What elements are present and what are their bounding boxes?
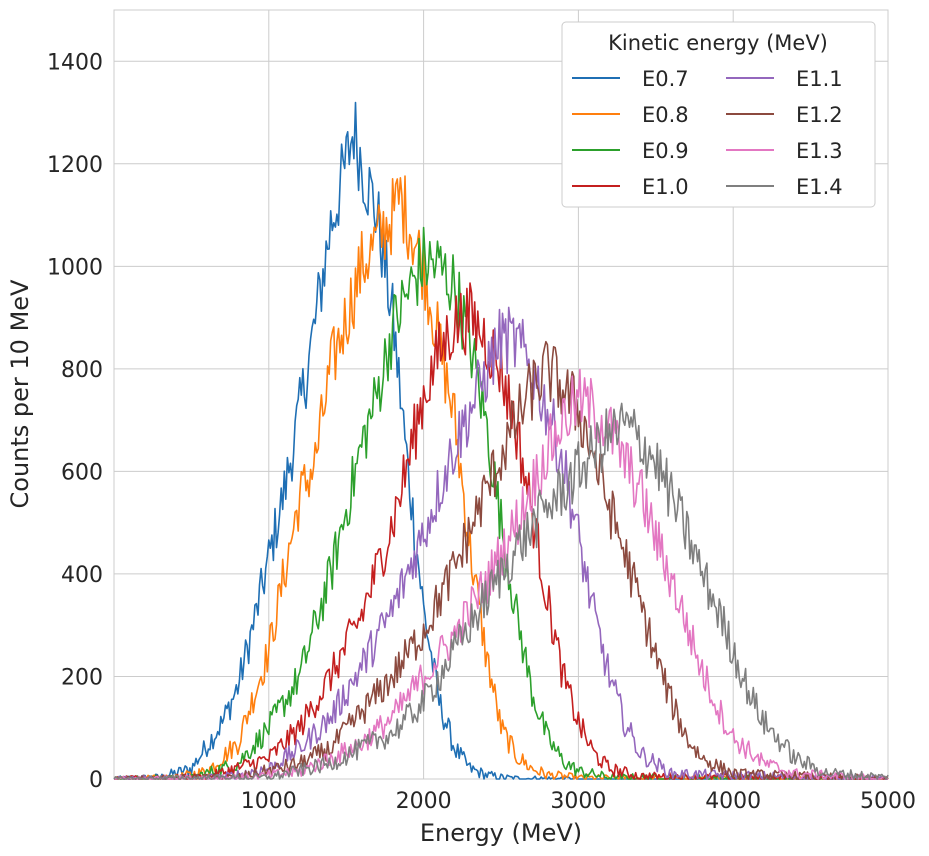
legend-label: E0.7 (642, 67, 689, 91)
y-tick-label: 1400 (47, 50, 103, 75)
x-tick-label: 2000 (396, 789, 452, 814)
y-tick-label: 600 (61, 460, 103, 485)
legend-label: E0.9 (642, 139, 689, 163)
y-tick-label: 1000 (47, 255, 103, 280)
series-line-e1-1 (113, 306, 888, 780)
y-axis-label: Counts per 10 MeV (6, 279, 34, 509)
legend-title: Kinetic energy (MeV) (608, 31, 828, 55)
series-line-e1-3 (114, 368, 889, 780)
series-line-e1-4 (113, 402, 889, 780)
x-tick-label: 5000 (860, 789, 916, 814)
legend-label: E1.1 (796, 67, 843, 91)
y-tick-label: 200 (61, 665, 103, 690)
plot-area (113, 9, 889, 780)
y-tick-label: 1200 (47, 153, 103, 178)
x-tick-label: 1000 (241, 789, 297, 814)
legend-label: E1.3 (796, 139, 843, 163)
series-lines (113, 101, 889, 780)
legend-label: E1.0 (642, 175, 689, 199)
y-tick-label: 400 (61, 563, 103, 588)
series-line-e0-9 (114, 226, 889, 780)
legend-box (561, 21, 876, 208)
legend-label: E1.2 (796, 103, 843, 127)
y-tick-label: 800 (61, 358, 103, 383)
y-tick-label: 0 (89, 768, 103, 793)
x-tick-label: 3000 (550, 789, 606, 814)
legend-label: E1.4 (796, 175, 843, 199)
tick-labels: 1000 2000 3000 4000 5000 0 200 400 600 800 1000 120… (47, 50, 916, 814)
legend: Kinetic energy (MeV) E0.7 E0.8 E0.9 E1.0 E1.… (561, 21, 876, 208)
x-tick-label: 4000 (705, 789, 761, 814)
legend-label: E0.8 (642, 103, 689, 127)
legend-items: E0.7 E0.8 E0.9 E1.0 E1.1 E1.2 E1.3 E1.4 (572, 67, 843, 199)
x-axis-label: Energy (MeV) (420, 819, 582, 847)
